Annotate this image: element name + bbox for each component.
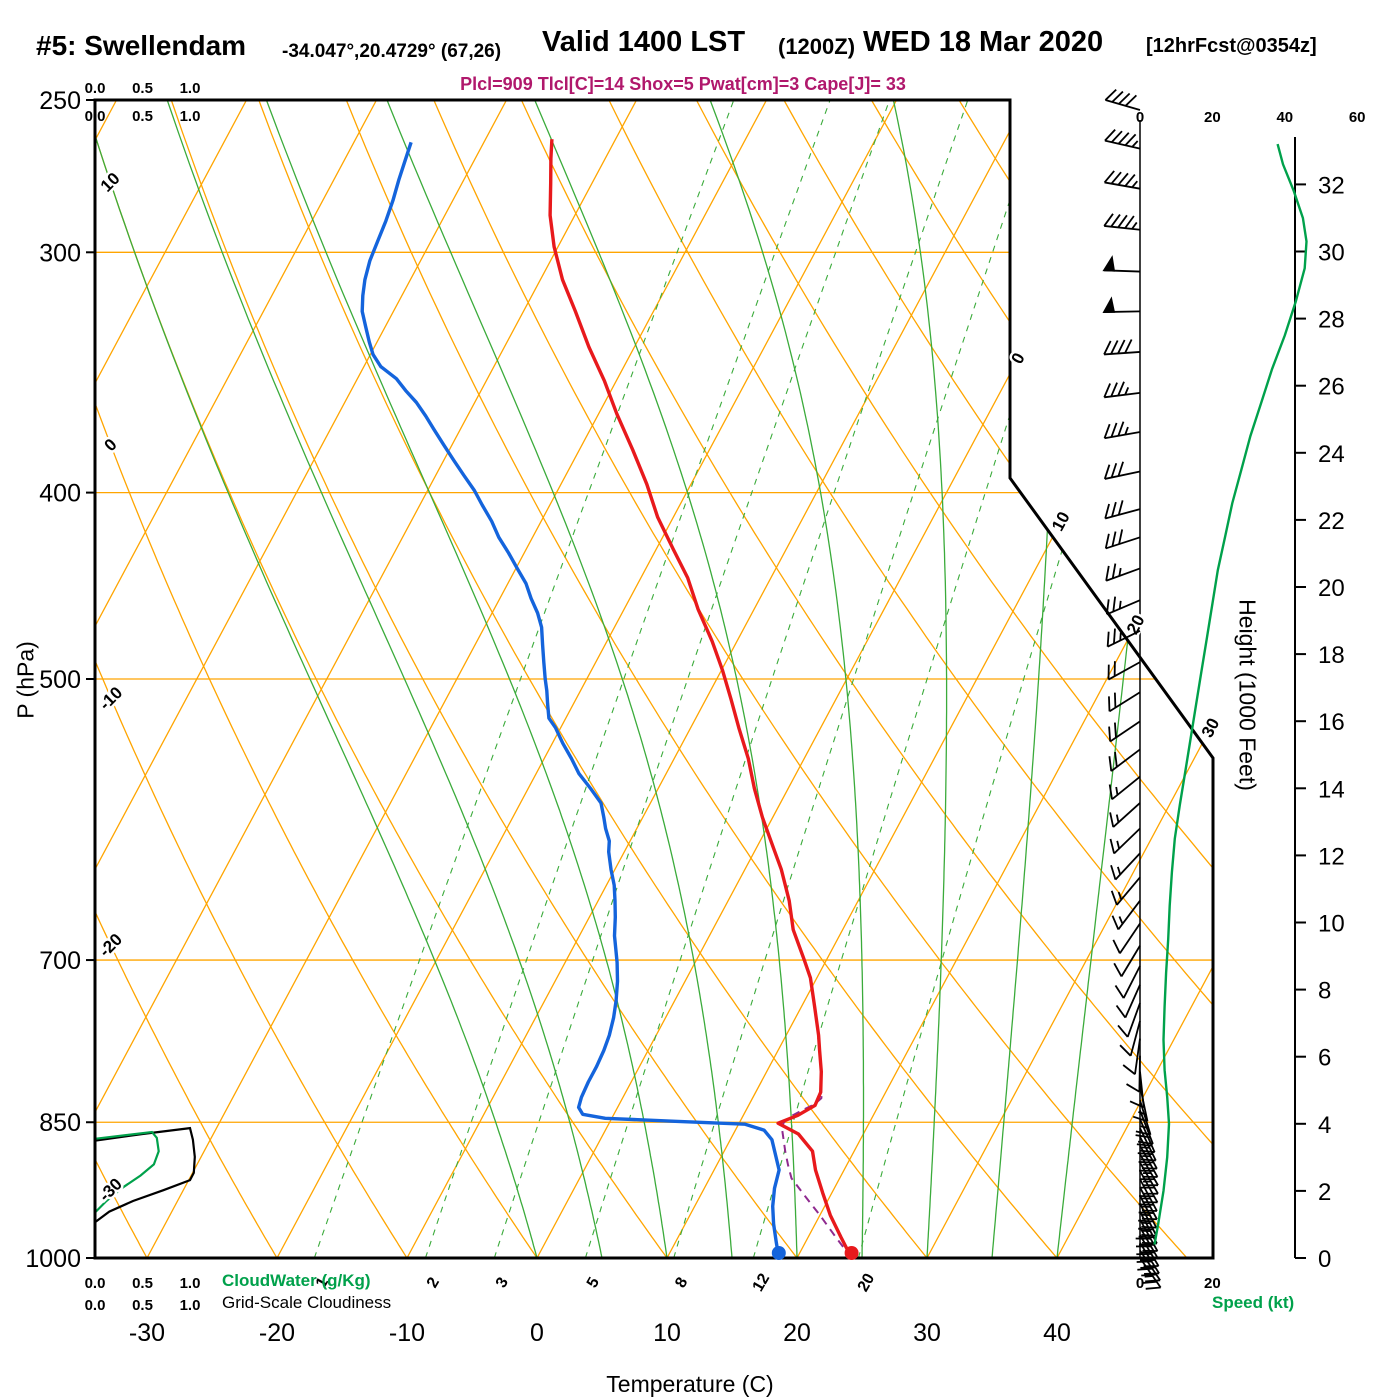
svg-text:60: 60: [1349, 109, 1366, 126]
svg-text:0: 0: [1318, 1246, 1331, 1273]
svg-text:40: 40: [1276, 109, 1293, 126]
svg-text:0.0: 0.0: [85, 80, 106, 97]
valid-date: WED 18 Mar 2020: [863, 26, 1104, 58]
svg-text:1.0: 1.0: [180, 108, 201, 125]
svg-text:500: 500: [39, 666, 81, 694]
pressure-axis-title: P (hPa): [12, 641, 39, 719]
svg-text:22: 22: [1318, 508, 1345, 535]
svg-text:0.5: 0.5: [132, 1275, 153, 1292]
valid-time: Valid 1400 LST: [542, 26, 746, 58]
svg-text:20: 20: [855, 1271, 879, 1295]
svg-text:30: 30: [1318, 240, 1345, 267]
svg-text:14: 14: [1318, 776, 1345, 803]
svg-text:850: 850: [39, 1109, 81, 1137]
svg-text:250: 250: [39, 87, 81, 115]
svg-text:1.0: 1.0: [180, 1275, 201, 1292]
svg-text:4: 4: [1318, 1112, 1331, 1139]
svg-text:12: 12: [750, 1271, 774, 1295]
forecast-tag: [12hrFcst@0354z]: [1146, 35, 1317, 57]
cloudiness-profile: [94, 1126, 196, 1224]
temperature-axis-title: Temperature (C): [606, 1371, 774, 1397]
svg-text:-10: -10: [95, 683, 126, 714]
valid-zulu: (1200Z): [778, 34, 856, 59]
svg-text:-20: -20: [95, 930, 126, 961]
svg-text:28: 28: [1318, 307, 1345, 334]
svg-text:8: 8: [672, 1275, 691, 1291]
wind-barbs: [1102, 88, 1162, 1290]
height-axis-title: Height (1000 Feet): [1234, 599, 1261, 791]
svg-text:20: 20: [1204, 1275, 1221, 1292]
cloudwater-profile: [94, 1130, 160, 1214]
svg-text:10: 10: [1318, 911, 1345, 938]
svg-text:1.0: 1.0: [180, 1297, 201, 1314]
svg-text:12: 12: [1318, 843, 1345, 870]
svg-text:20: 20: [1318, 575, 1345, 602]
dewpoint-curve: [360, 141, 781, 1259]
skewt-grid: [95, 100, 1213, 1258]
svg-text:40: 40: [1043, 1319, 1071, 1347]
svg-text:700: 700: [39, 947, 81, 975]
svg-text:10: 10: [653, 1319, 681, 1347]
svg-text:6: 6: [1318, 1045, 1331, 1072]
svg-text:-30: -30: [129, 1319, 165, 1347]
svg-text:0: 0: [100, 435, 120, 455]
cloudiness-legend: Grid-Scale Cloudiness: [222, 1293, 392, 1312]
station-title: #5: Swellendam: [36, 30, 247, 61]
svg-text:0: 0: [1136, 109, 1144, 126]
svg-text:8: 8: [1318, 978, 1331, 1005]
svg-text:0.0: 0.0: [85, 108, 106, 125]
station-coords: -34.047°,20.4729° (67,26): [282, 41, 502, 62]
svg-text:24: 24: [1318, 441, 1345, 468]
svg-text:0.5: 0.5: [132, 80, 153, 97]
speed-axis-title: Speed (kt): [1212, 1293, 1295, 1312]
svg-text:18: 18: [1318, 642, 1345, 669]
svg-text:20: 20: [1204, 109, 1221, 126]
svg-text:16: 16: [1318, 709, 1345, 736]
wind-speed-profile: [1153, 143, 1308, 1245]
cloudwater-legend: CloudWater (g/Kg): [222, 1271, 371, 1290]
svg-text:2: 2: [424, 1275, 443, 1291]
svg-text:32: 32: [1318, 172, 1345, 199]
svg-text:26: 26: [1318, 374, 1345, 401]
temperature-curve: [548, 139, 854, 1259]
svg-text:0.0: 0.0: [85, 1297, 106, 1314]
svg-text:1000: 1000: [25, 1245, 81, 1273]
surface-temp-dot: [844, 1246, 859, 1260]
svg-text:30: 30: [1198, 715, 1224, 741]
svg-text:20: 20: [783, 1319, 811, 1347]
svg-text:0: 0: [530, 1319, 544, 1347]
svg-text:-10: -10: [389, 1319, 425, 1347]
svg-text:0.5: 0.5: [132, 1297, 153, 1314]
svg-text:0: 0: [1136, 1275, 1144, 1292]
svg-text:10: 10: [1048, 509, 1074, 535]
svg-text:-30: -30: [95, 1174, 126, 1205]
svg-text:-20: -20: [259, 1319, 295, 1347]
svg-text:10: 10: [97, 169, 124, 196]
svg-text:0.5: 0.5: [132, 108, 153, 125]
svg-text:300: 300: [39, 239, 81, 267]
svg-text:0.0: 0.0: [85, 1275, 106, 1292]
params-line: Plcl=909 Tlcl[C]=14 Shox=5 Pwat[cm]=3 Ca…: [460, 74, 906, 94]
svg-text:400: 400: [39, 480, 81, 508]
svg-text:3: 3: [493, 1275, 512, 1291]
svg-text:5: 5: [584, 1275, 603, 1291]
svg-text:2: 2: [1318, 1179, 1331, 1206]
surface-dewpoint-dot: [771, 1246, 786, 1260]
svg-text:1.0: 1.0: [180, 80, 201, 97]
svg-text:30: 30: [913, 1319, 941, 1347]
